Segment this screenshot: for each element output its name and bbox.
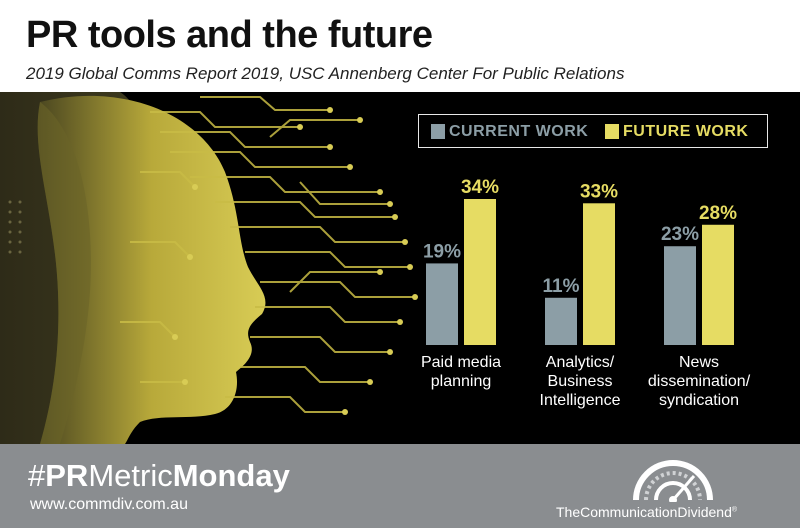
legend-label-current: CURRENT WORK: [449, 123, 589, 140]
legend-swatch-future: [605, 124, 619, 139]
chart-legend: CURRENT WORK FUTURE WORK: [418, 114, 768, 148]
footer: #PRMetricMonday www.commdiv.com.au TheCo…: [0, 444, 800, 528]
brand-name: TheCommunicationDividend®: [556, 504, 737, 520]
category-label-0-0: Paid media: [421, 354, 501, 371]
bar-current-1: [545, 297, 577, 345]
page-title: PR tools and the future: [26, 14, 433, 56]
hashtag-metric: Metric: [88, 458, 173, 493]
website-link[interactable]: www.commdiv.com.au: [30, 496, 188, 513]
category-label-0-1: planning: [431, 373, 492, 390]
hashtag: #PRMetricMonday: [28, 458, 290, 494]
legend-label-future: FUTURE WORK: [623, 123, 749, 140]
bar-future-1: [583, 203, 615, 345]
value-label-current-2: 23%: [661, 224, 699, 245]
page-subtitle: 2019 Global Comms Report 2019, USC Annen…: [26, 64, 625, 83]
value-label-future-0: 34%: [461, 177, 499, 198]
brand-mark: ®: [731, 506, 738, 514]
category-label-1-0: Analytics/: [546, 354, 615, 371]
value-label-current-0: 19%: [423, 241, 461, 262]
category-label-2-2: syndication: [659, 392, 739, 409]
bar-current-0: [426, 263, 458, 345]
chart-banner: 19% 34% Paid media planning 11% 33% Analytics/…: [0, 92, 800, 444]
bar-future-0: [464, 199, 496, 345]
bar-chart: 19% 34% Paid media planning 11% 33% Analytics/…: [421, 177, 751, 409]
hashtag-monday: Monday: [172, 458, 290, 493]
bar-current-2: [664, 246, 696, 345]
hashtag-pr: PR: [45, 458, 89, 493]
category-label-2-1: dissemination/: [648, 373, 751, 390]
bar-future-2: [702, 224, 734, 345]
hashtag-prefix: #: [28, 458, 46, 493]
category-label-1-2: Intelligence: [540, 392, 621, 409]
ai-head-illustration: [0, 92, 418, 444]
value-label-future-1: 33%: [580, 181, 618, 202]
legend-swatch-current: [431, 124, 445, 139]
gauge-logo-icon: [633, 460, 713, 502]
brand-text: TheCommunicationDividend: [556, 504, 732, 520]
header: PR tools and the future 2019 Global Comm…: [0, 0, 800, 92]
value-label-future-2: 28%: [699, 203, 737, 224]
value-label-current-1: 11%: [543, 276, 580, 297]
category-label-2-0: News: [679, 354, 719, 371]
category-label-1-1: Business: [548, 373, 613, 390]
